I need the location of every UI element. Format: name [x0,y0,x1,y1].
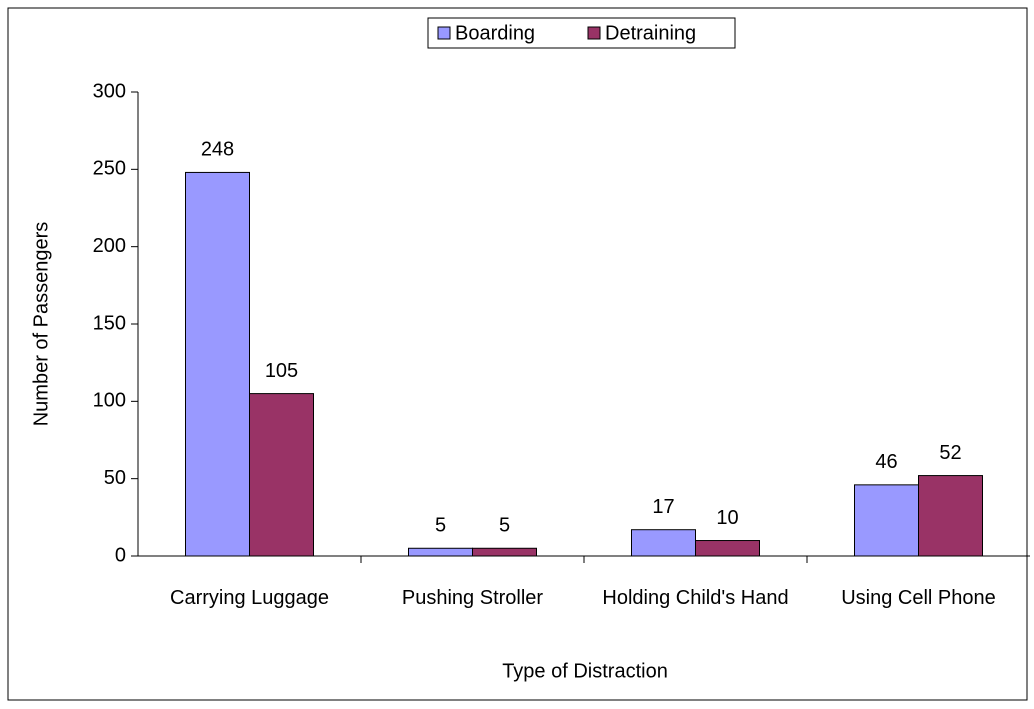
bar [472,547,537,557]
x-tick-label: Holding Child's Hand [602,587,789,609]
legend-box [427,17,736,49]
y-axis-title: Number of Passengers [30,222,52,427]
bar [631,529,696,557]
data-label: 5 [435,515,446,537]
y-tick-label: 250 [93,158,126,180]
x-tick-label: Using Cell Phone [841,587,996,609]
chart-border [7,7,1028,701]
legend-swatch [437,26,451,40]
y-tick-label: 200 [93,235,126,257]
x-tick-label: Carrying Luggage [170,587,329,609]
y-tick-label: 100 [93,390,126,412]
bar [918,475,983,557]
data-label: 46 [875,451,897,473]
data-label: 52 [939,442,961,464]
bar [249,393,314,557]
data-label: 5 [499,515,510,537]
data-label: 10 [716,507,738,529]
bar [695,540,760,557]
y-tick-label: 150 [93,312,126,334]
legend-label: Detraining [605,22,696,44]
data-label: 17 [652,496,674,518]
data-label: 105 [265,360,298,382]
bar [185,171,250,557]
x-axis-title: Type of Distraction [502,660,668,682]
y-tick-label: 300 [93,80,126,102]
x-tick-label: Pushing Stroller [401,587,544,609]
y-tick-label: 0 [115,544,126,566]
bar [854,484,919,557]
y-tick-label: 50 [104,467,126,489]
legend-swatch [587,26,601,40]
data-label: 248 [201,139,234,161]
legend-label: Boarding [455,22,535,44]
bar [408,547,473,557]
